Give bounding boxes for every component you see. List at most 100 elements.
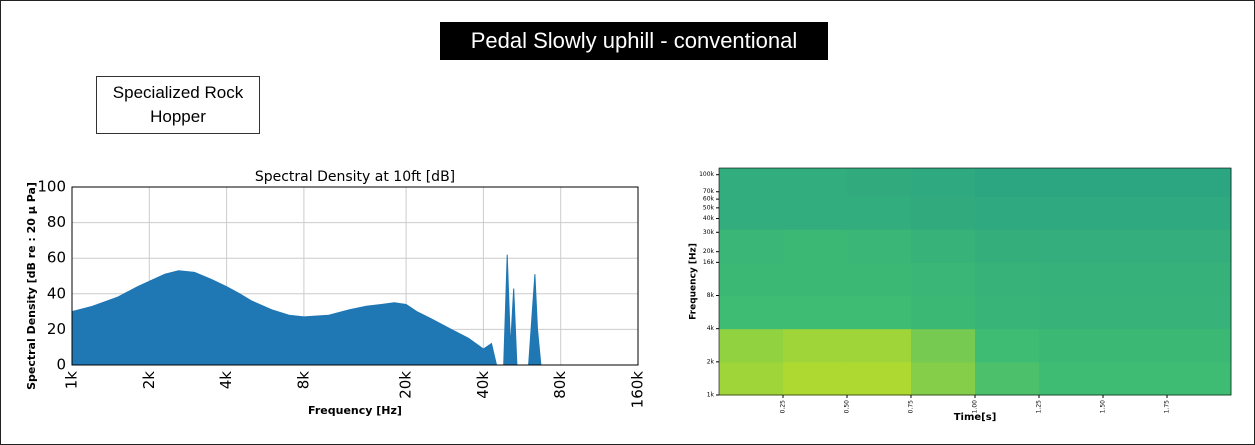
heat-cell (783, 229, 848, 263)
y-tick-label: 8k (707, 292, 715, 299)
heat-cell (719, 295, 784, 330)
heat-cell (719, 168, 784, 197)
y-tick-label: 20 (47, 320, 66, 338)
y-tick-label: 60 (47, 249, 66, 267)
x-tick-label: 160k (629, 371, 647, 409)
x-tick-label: 20k (397, 371, 415, 399)
heat-cell (1103, 168, 1168, 197)
heat-cell (1167, 196, 1232, 230)
heat-cell (1039, 196, 1104, 230)
heat-cell (1167, 168, 1232, 197)
heat-cell (1167, 361, 1232, 396)
heat-cell (911, 295, 976, 330)
bike-label: Specialized Rock Hopper (96, 76, 260, 134)
slide-title: Pedal Slowly uphill - conventional (440, 22, 828, 60)
heat-cell (1039, 229, 1104, 263)
y-tick-label: 40k (703, 215, 715, 222)
heat-cell (1103, 361, 1168, 396)
heat-cell (847, 361, 912, 396)
heat-cell (847, 328, 912, 363)
heat-cell (1167, 229, 1232, 263)
heat-cell (911, 229, 976, 263)
x-tick-label: 1k (63, 371, 81, 390)
y-tick-label: 100 (37, 178, 66, 196)
heat-cell (911, 196, 976, 230)
x-tick-label: 4k (217, 371, 235, 390)
heat-cell (975, 196, 1040, 230)
y-tick-label: 100k (699, 171, 714, 178)
y-tick-label: 0 (56, 356, 66, 374)
y-tick-label: 50k (703, 204, 715, 211)
heat-cell (1167, 262, 1232, 297)
heat-cell (783, 168, 848, 197)
x-tick-label: 1.00 (972, 400, 979, 414)
heat-cell (975, 328, 1040, 363)
y-tick-label: 1k (707, 392, 715, 399)
heat-cell (783, 196, 848, 230)
heat-cell (1103, 295, 1168, 330)
x-tick-label: 8k (294, 371, 312, 390)
heat-cell (975, 229, 1040, 263)
heat-cell (1103, 328, 1168, 363)
heat-cell (975, 262, 1040, 297)
heat-cell (847, 196, 912, 230)
heat-cell (911, 262, 976, 297)
y-axis-label: Frequency [Hz] (689, 243, 699, 320)
heat-cell (1039, 361, 1104, 396)
x-axis-label: Time[s] (954, 412, 997, 423)
heat-cell (975, 295, 1040, 330)
heat-cell (719, 196, 784, 230)
y-tick-label: 70k (703, 188, 715, 195)
heat-cell (719, 328, 784, 363)
heat-cell (1103, 196, 1168, 230)
x-tick-label: 0.50 (844, 400, 851, 414)
heat-cell (1103, 229, 1168, 263)
heat-cell (1039, 328, 1104, 363)
plot-frame (718, 167, 1232, 396)
heat-cell (847, 229, 912, 263)
x-tick-label: 40k (474, 371, 492, 399)
y-tick-label: 80 (47, 213, 66, 231)
heat-cell (783, 262, 848, 297)
heat-cell (1039, 262, 1104, 297)
y-tick-label: 16k (703, 259, 715, 266)
y-tick-label: 4k (707, 325, 715, 332)
x-tick-label: 1.50 (1100, 400, 1107, 414)
heat-cell (975, 168, 1040, 197)
heat-cell (783, 295, 848, 330)
x-tick-label: 1.75 (1164, 400, 1171, 414)
heat-cell (719, 229, 784, 263)
heat-cell (783, 328, 848, 363)
y-tick-label: 20k (703, 248, 715, 255)
heat-cell (1103, 262, 1168, 297)
heat-cell (847, 295, 912, 330)
x-tick-label: 2k (140, 371, 158, 390)
y-tick-label: 60k (703, 196, 715, 203)
heat-cell (1039, 168, 1104, 197)
heat-cell (911, 328, 976, 363)
plot-frame (71, 186, 639, 366)
heat-cell (783, 361, 848, 396)
spectrum-area (71, 254, 638, 366)
heat-cell (847, 262, 912, 297)
heat-cell (847, 168, 912, 197)
y-tick-label: 2k (707, 358, 715, 365)
x-tick-label: 1.25 (1036, 400, 1043, 414)
y-tick-label: 30k (703, 229, 715, 236)
heat-cell (911, 168, 976, 197)
x-tick-label: 0.25 (780, 400, 787, 414)
x-tick-label: 0.75 (908, 400, 915, 414)
chart-title: Spectral Density at 10ft [dB] (255, 169, 455, 185)
heat-cell (975, 361, 1040, 396)
y-axis-label: Spectral Density [dB re : 20 μ Pa] (25, 182, 38, 390)
heat-cell (1167, 328, 1232, 363)
y-tick-label: 40 (47, 284, 66, 302)
heat-cell (719, 262, 784, 297)
heat-cell (1039, 295, 1104, 330)
heat-cell (911, 361, 976, 396)
x-tick-label: 80k (551, 371, 569, 399)
heat-cell (719, 361, 784, 396)
x-axis-label: Frequency [Hz] (308, 404, 402, 417)
